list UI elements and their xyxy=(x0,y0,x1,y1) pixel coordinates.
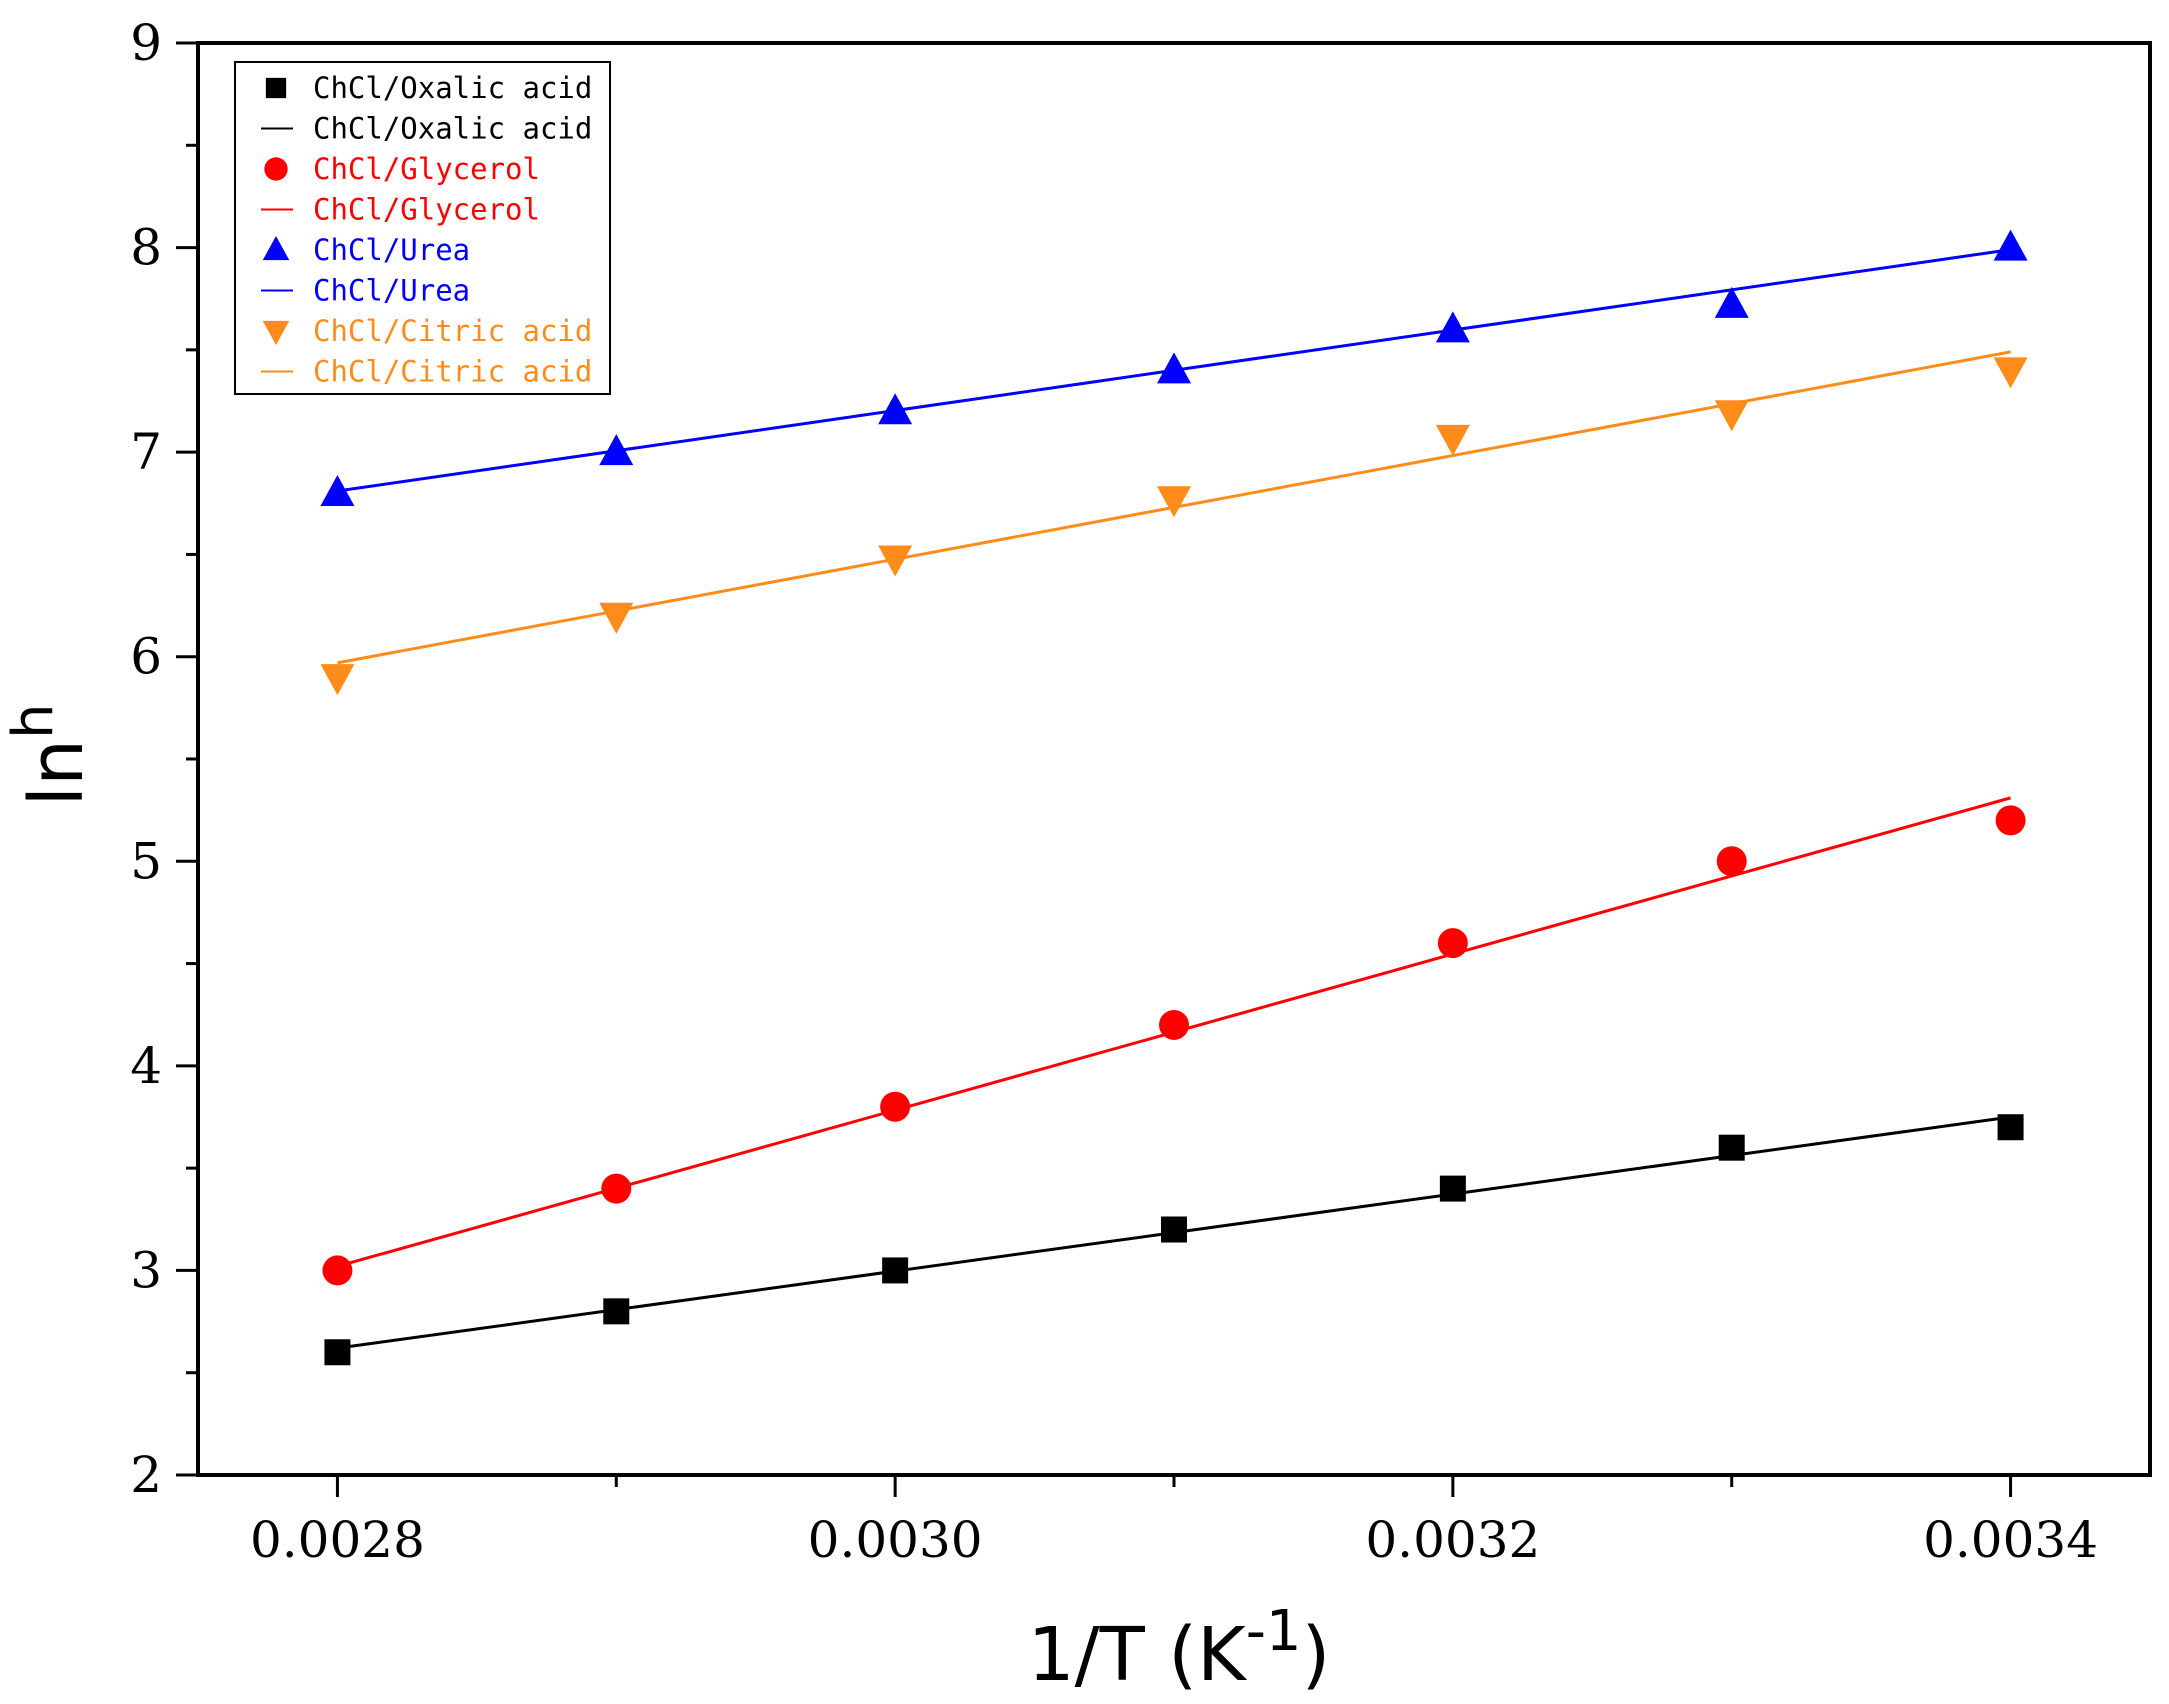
legend-label: ChCl/Glycerol xyxy=(313,193,540,227)
y-axis-title: lnh xyxy=(1,704,100,807)
data-point xyxy=(1159,1009,1189,1040)
data-point xyxy=(1161,1216,1187,1243)
x-tick-label: 0.0028 xyxy=(250,1511,425,1569)
data-point xyxy=(1157,352,1191,384)
legend-label: ChCl/Oxalic acid xyxy=(313,71,592,105)
data-points xyxy=(320,229,2028,1366)
data-point xyxy=(322,1255,353,1286)
x-tick-label: 0.0032 xyxy=(1365,1511,1540,1569)
y-tick-label: 6 xyxy=(130,628,162,686)
y-tick-label: 4 xyxy=(130,1037,162,1095)
data-point xyxy=(1997,1114,2024,1141)
legend-label: ChCl/Oxalic acid xyxy=(313,112,592,146)
y-tick-label: 5 xyxy=(130,832,162,890)
legend-label: ChCl/Urea xyxy=(313,274,470,308)
data-point xyxy=(1439,1175,1466,1202)
data-point xyxy=(1993,229,2028,261)
data-point xyxy=(1157,486,1191,518)
y-tick-label: 2 xyxy=(130,1446,162,1504)
data-point xyxy=(599,434,634,466)
data-point xyxy=(1716,846,1747,877)
data-point xyxy=(603,1298,630,1325)
y-tick-label: 3 xyxy=(130,1241,162,1299)
data-point xyxy=(1718,1134,1745,1161)
legend-marker xyxy=(262,235,290,261)
data-point xyxy=(1437,928,1468,959)
legend-marker xyxy=(264,157,288,181)
data-point xyxy=(1714,400,1749,432)
data-point xyxy=(1993,357,2028,389)
legend-marker xyxy=(262,320,290,346)
data-point xyxy=(320,475,355,507)
x-axis-title: 1/T (K-1) xyxy=(1028,1599,1331,1698)
legend-marker xyxy=(265,77,287,99)
legend-label: ChCl/Citric acid xyxy=(313,355,592,389)
legend: ChCl/Oxalic acid ChCl/Oxalic acid ChCl/Gly… xyxy=(234,61,611,395)
legend-frame xyxy=(234,61,611,395)
data-point xyxy=(882,1257,909,1284)
data-point xyxy=(878,545,913,577)
data-point xyxy=(1995,805,2026,836)
data-point xyxy=(1435,311,1470,343)
legend-label: ChCl/Glycerol xyxy=(313,152,540,186)
data-point xyxy=(1714,286,1749,318)
x-tick-label: 0.0034 xyxy=(1923,1511,2098,1569)
legend-label: ChCl/Citric acid xyxy=(313,314,592,348)
data-point xyxy=(599,602,634,634)
x-tick-label: 0.0030 xyxy=(808,1511,983,1569)
y-tick-label: 8 xyxy=(130,219,162,277)
axes: 2 3 4 5 6 7 8 9 0.0028 0.0030 0.0032 0.0034 1/T (K-1… xyxy=(1,14,2152,1698)
y-tick-label: 9 xyxy=(130,14,162,72)
fit-lines xyxy=(337,248,2011,1350)
y-tick-label: 7 xyxy=(130,423,162,481)
legend-label: ChCl/Urea xyxy=(313,233,470,267)
data-point xyxy=(880,1091,911,1122)
data-point xyxy=(601,1173,632,1204)
data-point xyxy=(320,664,355,696)
data-point xyxy=(324,1339,351,1366)
data-point xyxy=(1435,424,1470,456)
data-point xyxy=(878,393,913,425)
